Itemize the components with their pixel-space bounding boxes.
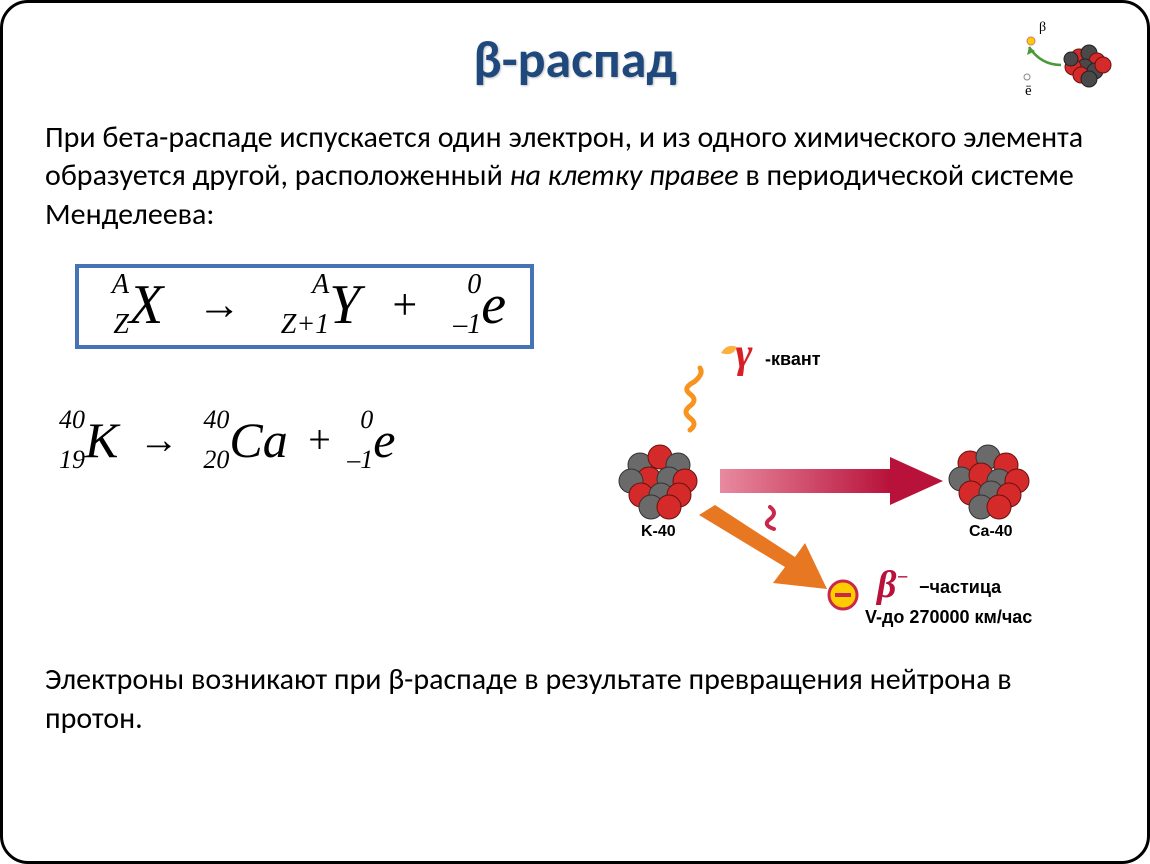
gen-e-A: 0: [467, 271, 481, 299]
example-formula: 40 19 K → 40 20 Ca + 0 –1 e: [53, 405, 525, 469]
gen-daughter-sym: Y: [329, 274, 360, 336]
gen-parent-A: A: [112, 271, 129, 299]
gen-parent-sym: X: [129, 274, 163, 336]
corner-beta-decay-illustration: β ē: [989, 17, 1119, 117]
general-formula-box: A Z X → A Z+1 Y + 0 –1 e: [75, 264, 534, 349]
gamma-quant-label: -квант: [765, 349, 821, 370]
beta-particle-label: −частица: [919, 577, 1001, 598]
corner-beta-label: β: [1039, 20, 1046, 35]
corner-emit-arrow: [1029, 47, 1061, 65]
gamma-wave-icon: [686, 368, 701, 430]
ex-e-A: 0: [360, 405, 373, 435]
beta-emission-arrow-icon: [699, 505, 827, 589]
decay-diagram: γ: [525, 335, 1105, 635]
ex-daughter-Z: 20: [203, 445, 229, 475]
ex-plus: +: [302, 417, 337, 462]
ex-daughter-A: 40: [203, 405, 229, 435]
gen-e-sym: e: [481, 274, 506, 336]
intro-italic: на клетку правее: [510, 157, 739, 194]
gen-plus: +: [376, 280, 433, 329]
gen-daughter-Z: Z+1: [281, 311, 329, 339]
corner-nucleus-cluster: [1064, 45, 1111, 87]
transmutation-arrow-icon: [720, 469, 890, 493]
ca40-label: Ca-40: [969, 523, 1013, 541]
slide-frame: β ē β-распад При бета-распаде испускаетс…: [0, 0, 1150, 864]
ex-parent-Z: 19: [59, 445, 85, 475]
middle-row: 40 19 K → 40 20 Ca + 0 –1 e: [45, 395, 1105, 635]
beta-velocity-label: V-до 270000 км/час: [865, 607, 1032, 628]
intro-paragraph: При бета-распаде испускается один электр…: [45, 119, 1105, 234]
slide-title: β-распад: [45, 27, 1105, 91]
gen-parent-Z: Z: [113, 311, 129, 339]
ex-daughter-sym: Ca: [229, 412, 287, 468]
gen-daughter-A: A: [312, 271, 329, 299]
k40-label: K-40: [641, 523, 676, 541]
bottom-paragraph: Электроны возникают при β-распаде в резу…: [45, 661, 1105, 738]
ex-parent-A: 40: [59, 405, 85, 435]
ex-parent-sym: K: [85, 412, 118, 468]
gen-e-Z: –1: [453, 311, 481, 339]
beta-symbol: β−: [877, 563, 909, 607]
corner-antineutrino-label: ē: [1025, 83, 1032, 99]
ex-arrow: →: [133, 417, 185, 462]
gen-arrow: →: [179, 280, 259, 329]
ex-e-sym: e: [373, 412, 395, 468]
ca40-nucleus-icon: [949, 445, 1029, 519]
ex-e-Z: –1: [347, 445, 373, 475]
gamma-symbol: γ: [735, 335, 753, 377]
k40-nucleus-icon: [619, 445, 697, 519]
